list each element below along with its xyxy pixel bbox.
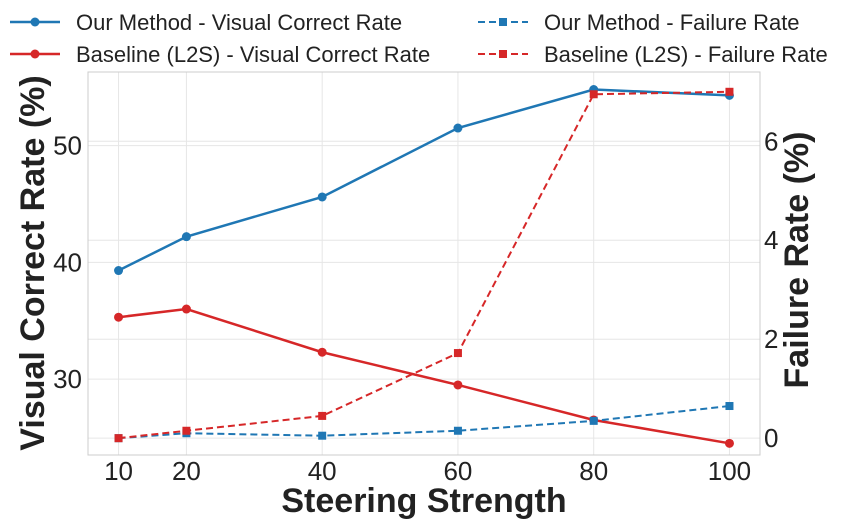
data-point (725, 87, 734, 96)
legend-entry: Baseline (L2S) - Failure Rate (478, 42, 828, 67)
series-line (118, 405, 730, 440)
legend-label: Baseline (L2S) - Failure Rate (544, 42, 828, 67)
data-point (453, 123, 463, 133)
data-point (453, 380, 463, 390)
y-axis-right-title: Failure Rate (%) (778, 132, 816, 389)
series-layer (114, 85, 734, 448)
legend-entry: Our Method - Failure Rate (478, 10, 800, 35)
x-tick-label: 40 (308, 456, 337, 486)
series-3 (114, 87, 734, 443)
legend: Our Method - Visual Correct Rate Baseline… (10, 10, 828, 67)
data-point (114, 434, 123, 443)
data-point (182, 426, 191, 435)
legend-label: Our Method - Failure Rate (544, 10, 800, 35)
y-right-tick-label: 4 (764, 225, 778, 255)
data-point (181, 232, 191, 242)
legend-entry: Baseline (L2S) - Visual Correct Rate (10, 42, 430, 67)
data-point (453, 426, 462, 435)
data-point (318, 411, 327, 420)
series-2 (114, 402, 734, 443)
x-axis-title: Steering Strength (281, 482, 566, 520)
legend-swatch-marker (499, 50, 507, 58)
y-right-tick-label: 6 (764, 126, 778, 156)
legend-label: Our Method - Visual Correct Rate (76, 10, 402, 35)
series-line (118, 307, 730, 445)
x-tick-label: 80 (579, 456, 608, 486)
series-line (118, 90, 730, 440)
series-1 (114, 304, 734, 448)
y-right-tick-label: 2 (764, 324, 778, 354)
data-point (114, 312, 124, 322)
y-axis-left-title: Visual Correct Rate (%) (14, 75, 52, 450)
y-left-tick-label: 30 (53, 364, 82, 394)
data-point (725, 402, 734, 411)
legend-swatch-marker (499, 18, 507, 26)
plot-frame (87, 71, 761, 456)
data-point (589, 90, 598, 99)
data-point (453, 349, 462, 358)
y-left-tick-label: 40 (53, 247, 82, 277)
data-point (724, 438, 734, 448)
series-0 (114, 85, 734, 276)
x-tick-label: 10 (104, 456, 133, 486)
data-point (317, 347, 327, 357)
legend-swatch-marker (30, 49, 40, 59)
x-tick-label: 20 (172, 456, 201, 486)
y-right-tick-label: 0 (764, 423, 778, 453)
legend-entry: Our Method - Visual Correct Rate (10, 10, 402, 35)
data-point (318, 431, 327, 440)
data-point (317, 192, 327, 202)
series-line (117, 88, 730, 272)
x-tick-label: 60 (443, 456, 472, 486)
legend-swatch-marker (30, 17, 40, 27)
legend-label: Baseline (L2S) - Visual Correct Rate (76, 42, 430, 67)
data-point (114, 266, 124, 276)
y-left-tick-label: 50 (53, 131, 82, 161)
x-tick-label: 100 (708, 456, 751, 486)
grid-layer (88, 72, 760, 455)
data-point (181, 304, 191, 314)
ticks-layer: 10 20 40 60 80 100 30 40 50 0 2 4 6 (53, 126, 778, 486)
data-point (589, 416, 598, 425)
